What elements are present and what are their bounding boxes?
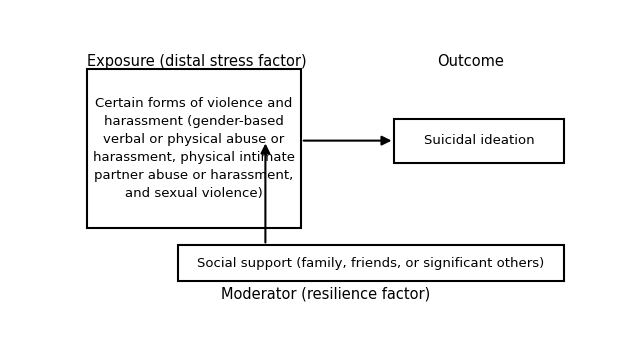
FancyBboxPatch shape [394,119,564,163]
Text: Moderator (resilience factor): Moderator (resilience factor) [221,286,430,301]
FancyBboxPatch shape [87,70,301,228]
Text: Suicidal ideation: Suicidal ideation [424,134,535,147]
Text: Social support (family, friends, or significant others): Social support (family, friends, or sign… [197,257,545,270]
FancyBboxPatch shape [178,245,564,281]
Text: Certain forms of violence and
harassment (gender-based
verbal or physical abuse : Certain forms of violence and harassment… [93,97,295,200]
Text: Exposure (distal stress factor): Exposure (distal stress factor) [87,54,306,69]
Text: Outcome: Outcome [437,54,504,69]
